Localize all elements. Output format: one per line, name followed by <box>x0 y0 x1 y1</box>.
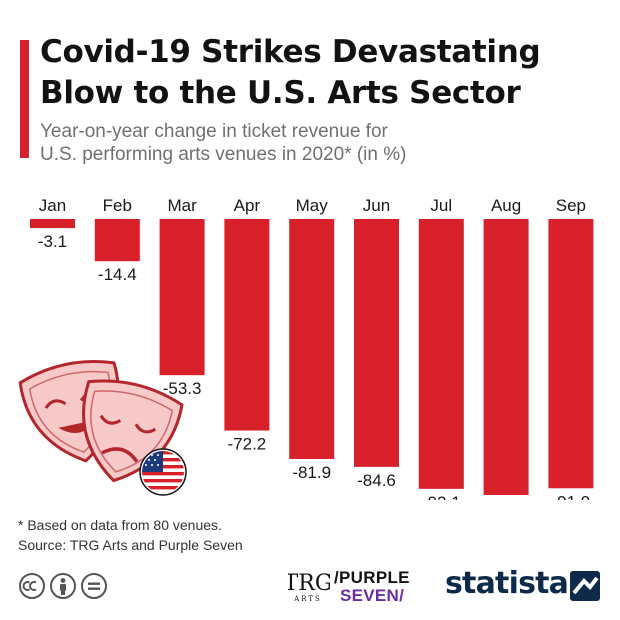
trg-arts-logo: TRG ARTS <box>288 571 330 603</box>
chart-subtitle: Year-on-year change in ticket revenue fo… <box>40 120 600 166</box>
x-tick-label-may: May <box>296 196 329 215</box>
source-note: Source: TRG Arts and Purple Seven <box>18 537 243 553</box>
bar-jun[interactable] <box>354 219 399 467</box>
purple-logo-line1: /PURPLE <box>334 568 410 587</box>
bar-jul[interactable] <box>418 219 464 489</box>
data-label-aug: -94.2 <box>487 499 526 500</box>
bar-feb[interactable] <box>94 219 140 262</box>
data-label-sep: -91.9 <box>552 492 591 500</box>
subtitle-line-1: Year-on-year change in ticket revenue fo… <box>40 121 388 142</box>
attribution-person-icon <box>50 573 76 599</box>
bar-jan[interactable] <box>30 219 75 229</box>
data-label-jul: -92.1 <box>422 493 461 500</box>
data-label-feb: -14.4 <box>98 265 137 284</box>
subtitle-line-2: U.S. performing arts venues in 2020* (in… <box>40 144 407 165</box>
x-tick-label-aug: Aug <box>491 196 521 215</box>
x-tick-label-jan: Jan <box>39 196 66 215</box>
x-tick-label-apr: Apr <box>234 196 261 215</box>
data-label-mar: -53.3 <box>163 379 202 398</box>
bar-aug[interactable] <box>483 219 529 496</box>
theater-masks-icon <box>18 360 187 496</box>
data-label-apr: -72.2 <box>228 435 267 454</box>
license-icons[interactable] <box>18 572 108 600</box>
us-flag-icon <box>139 448 187 496</box>
x-tick-label-mar: Mar <box>167 196 197 215</box>
creative-commons-icon <box>19 573 45 599</box>
trg-logo-letters: TRG <box>288 571 330 596</box>
x-tick-label-feb: Feb <box>103 196 132 215</box>
footnote-block: * Based on data from 80 venues. Source: … <box>18 515 243 555</box>
purple-logo-line2: SEVEN/ <box>340 586 405 605</box>
no-derivatives-equals-icon <box>81 573 107 599</box>
bar-mar[interactable] <box>159 219 205 376</box>
statista-wordmark[interactable]: statista <box>445 566 569 601</box>
footnote: * Based on data from 80 venues. <box>18 517 222 533</box>
title-accent-bar <box>20 40 29 158</box>
statista-logo-icon <box>570 571 600 601</box>
data-label-may: -81.9 <box>292 463 331 482</box>
bar-apr[interactable] <box>224 219 270 431</box>
bar-sep[interactable] <box>548 219 594 489</box>
data-label-jun: -84.6 <box>357 471 396 490</box>
bar-chart: Jan -3.1 Feb -14.4 Mar -53.3 Apr -72.2 May -81.9 J… <box>30 196 594 500</box>
x-tick-label-jun: Jun <box>363 196 390 215</box>
chart-title: Covid-19 Strikes Devastating Blow to the… <box>40 34 541 111</box>
x-tick-label-jul: Jul <box>430 196 452 215</box>
x-tick-label-sep: Sep <box>556 196 586 215</box>
trg-logo-sub: ARTS <box>293 595 322 603</box>
bar-may[interactable] <box>289 219 335 459</box>
data-label-jan: -3.1 <box>38 232 67 251</box>
purple-seven-logo: /PURPLE SEVEN/ <box>334 568 420 608</box>
